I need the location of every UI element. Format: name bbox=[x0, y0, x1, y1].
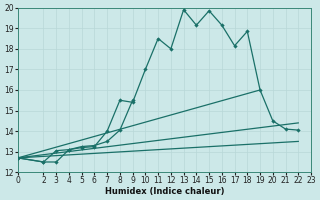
X-axis label: Humidex (Indice chaleur): Humidex (Indice chaleur) bbox=[105, 187, 224, 196]
